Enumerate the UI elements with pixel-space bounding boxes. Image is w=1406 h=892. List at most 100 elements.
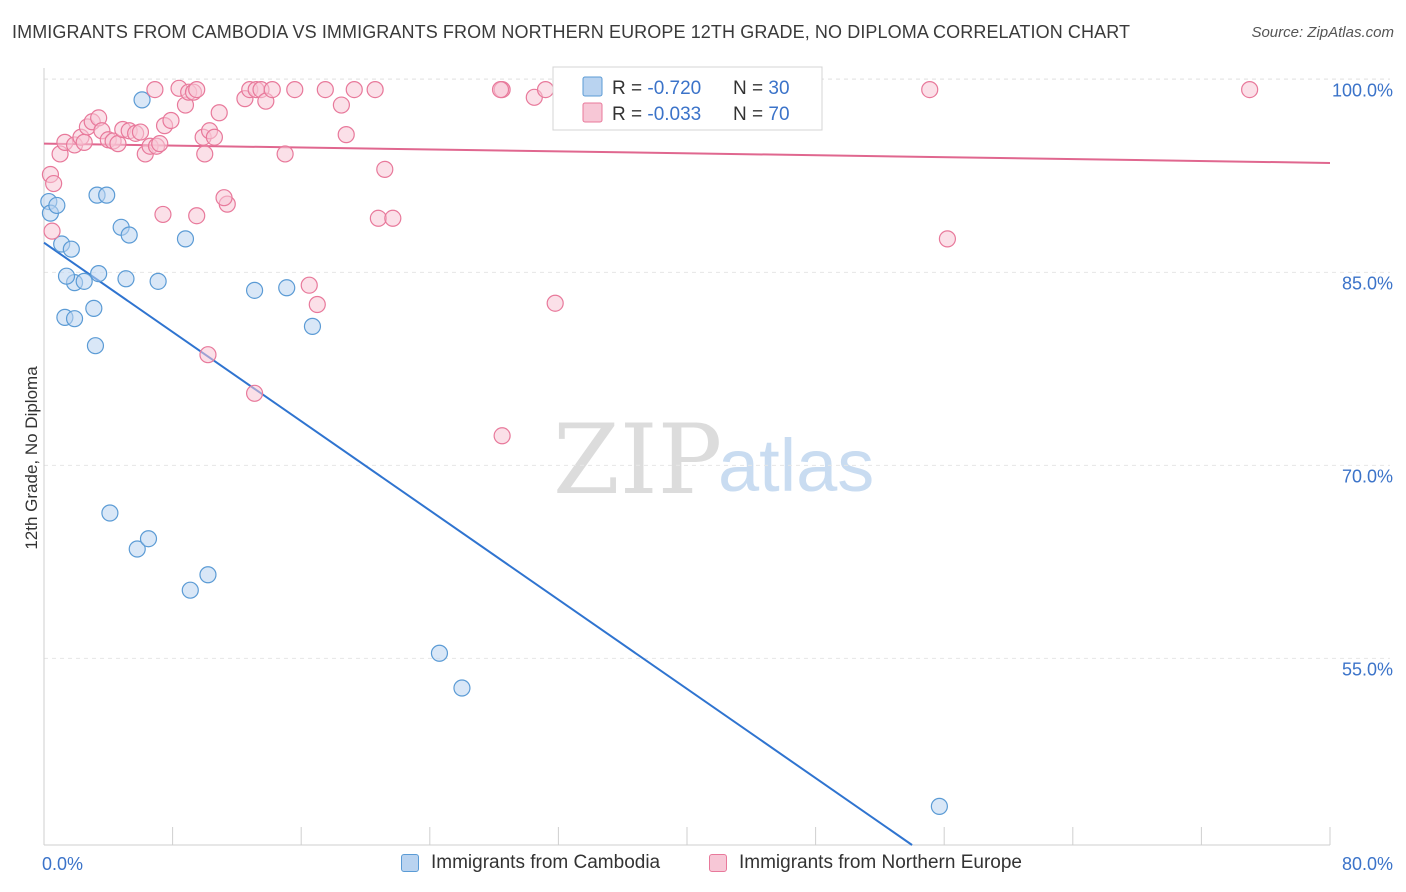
northern-europe-point bbox=[536, 80, 555, 99]
northern-europe-point bbox=[45, 174, 63, 193]
northern-europe-point bbox=[276, 145, 294, 163]
cambodia-point bbox=[176, 230, 195, 248]
cambodia-point bbox=[181, 581, 199, 599]
legend-pink-n-value: 70 bbox=[768, 104, 789, 125]
northern-europe-point bbox=[491, 80, 510, 99]
legend-item-cambodia: Immigrants from Cambodia bbox=[401, 852, 660, 874]
cambodia-point bbox=[62, 240, 80, 258]
northern-europe-point bbox=[43, 222, 61, 240]
tick-labels: 55.0% 70.0% 85.0% 100.0% 0.0% 80.0% bbox=[42, 80, 1393, 874]
northern-europe-point bbox=[210, 104, 228, 122]
cambodia-trend-line bbox=[43, 241, 913, 846]
legend-cambodia-label: Immigrants from Cambodia bbox=[431, 852, 661, 873]
gridlines bbox=[44, 78, 1390, 659]
northern-europe-point bbox=[263, 80, 281, 99]
x-tick-label: 0.0% bbox=[42, 854, 83, 874]
cambodia-point bbox=[133, 91, 151, 109]
cambodia-point bbox=[128, 540, 146, 558]
northern-europe-point bbox=[205, 128, 223, 146]
cambodia-point bbox=[245, 281, 264, 299]
legend-top: R = -0.720 N = 30 R = -0.033 N = 70 bbox=[552, 66, 823, 131]
cambodia-point bbox=[98, 186, 116, 204]
legend-pink-r-value: -0.033 bbox=[647, 104, 701, 125]
cambodia-point bbox=[75, 272, 93, 290]
data-points bbox=[40, 79, 1259, 815]
northern-europe-point bbox=[345, 80, 363, 99]
legend-northern-europe-label: Immigrants from Northern Europe bbox=[739, 852, 1022, 873]
cambodia-point bbox=[930, 797, 948, 815]
northern-europe-point bbox=[199, 346, 217, 364]
svg-text:R = -0.720: R = -0.720 bbox=[612, 78, 701, 99]
northern-europe-point bbox=[1241, 80, 1259, 99]
northern-europe-point bbox=[308, 295, 326, 314]
northern-europe-point bbox=[196, 145, 214, 163]
cambodia-point bbox=[86, 337, 105, 355]
northern-europe-point bbox=[151, 135, 169, 153]
northern-europe-point bbox=[75, 133, 93, 151]
northern-europe-point bbox=[215, 189, 233, 207]
northern-europe-point bbox=[376, 160, 394, 178]
legend-blue-n-label: N = bbox=[733, 78, 768, 99]
cambodia-point bbox=[149, 272, 167, 290]
cambodia-point bbox=[453, 679, 471, 697]
x-tick-label: 80.0% bbox=[1342, 854, 1393, 874]
northern-europe-point bbox=[131, 123, 150, 141]
northern-europe-point bbox=[493, 427, 511, 445]
cambodia-point bbox=[120, 226, 138, 244]
source-label: Source: ZipAtlas.com bbox=[1251, 24, 1394, 41]
northern-europe-point bbox=[300, 276, 318, 294]
northern-europe-point bbox=[146, 80, 164, 99]
northern-europe-point bbox=[188, 207, 206, 225]
y-tick-label: 85.0% bbox=[1342, 273, 1393, 293]
northern-europe-point bbox=[369, 209, 387, 227]
northern-europe-point bbox=[245, 384, 264, 402]
legend-northern-europe-swatch bbox=[709, 854, 727, 872]
y-axis-label: 12th Grade, No Diploma bbox=[22, 366, 41, 550]
northern-europe-point bbox=[921, 80, 939, 99]
svg-text:N = 30: N = 30 bbox=[733, 78, 790, 99]
legend-blue-swatch bbox=[582, 76, 603, 97]
legend-pink-r-label: R = bbox=[612, 104, 647, 125]
legend-blue-r-label: R = bbox=[612, 78, 647, 99]
northern-europe-point bbox=[316, 80, 334, 99]
watermark-zip: ZIP bbox=[553, 404, 722, 516]
cambodia-point bbox=[57, 267, 76, 285]
northern-europe-point bbox=[332, 96, 350, 114]
cambodia-point bbox=[48, 196, 66, 215]
northern-europe-point bbox=[938, 230, 957, 248]
cambodia-point bbox=[139, 530, 158, 548]
legend-item-northern-europe: Immigrants from Northern Europe bbox=[709, 852, 1022, 874]
legend-pink-swatch bbox=[582, 102, 603, 123]
y-tick-label: 100.0% bbox=[1332, 80, 1393, 100]
cambodia-point bbox=[101, 504, 119, 522]
northern-europe-point bbox=[384, 209, 402, 227]
cambodia-point bbox=[117, 270, 135, 288]
northern-europe-point bbox=[366, 80, 384, 99]
trend-lines bbox=[43, 142, 1331, 846]
cambodia-point bbox=[278, 279, 296, 297]
northern-europe-point bbox=[154, 205, 172, 224]
northern-europe-point bbox=[188, 80, 206, 99]
chart-title: IMMIGRANTS FROM CAMBODIA VS IMMIGRANTS F… bbox=[12, 22, 1131, 42]
cambodia-point bbox=[85, 299, 103, 317]
northern-europe-point bbox=[162, 111, 180, 130]
cambodia-point bbox=[65, 310, 84, 328]
y-tick-label: 70.0% bbox=[1342, 466, 1393, 486]
legend-blue-r-value: -0.720 bbox=[647, 78, 701, 99]
legend-bottom: Immigrants from Cambodia Immigrants from… bbox=[0, 852, 1406, 878]
northern-europe-point bbox=[286, 80, 304, 99]
northern-europe-point bbox=[337, 126, 355, 144]
legend-blue-n-value: 30 bbox=[768, 78, 789, 99]
cambodia-point bbox=[430, 644, 449, 662]
cambodia-point bbox=[199, 566, 217, 584]
northern-europe-trend-line bbox=[43, 142, 1331, 164]
legend-cambodia-swatch bbox=[401, 854, 419, 872]
svg-text:R = -0.033: R = -0.033 bbox=[612, 104, 701, 125]
cambodia-point bbox=[90, 265, 108, 283]
cambodia-point bbox=[303, 317, 322, 335]
svg-text:N = 70: N = 70 bbox=[733, 104, 790, 125]
legend-pink-n-label: N = bbox=[733, 104, 768, 125]
northern-europe-point bbox=[546, 294, 564, 312]
y-tick-label: 55.0% bbox=[1342, 659, 1393, 679]
